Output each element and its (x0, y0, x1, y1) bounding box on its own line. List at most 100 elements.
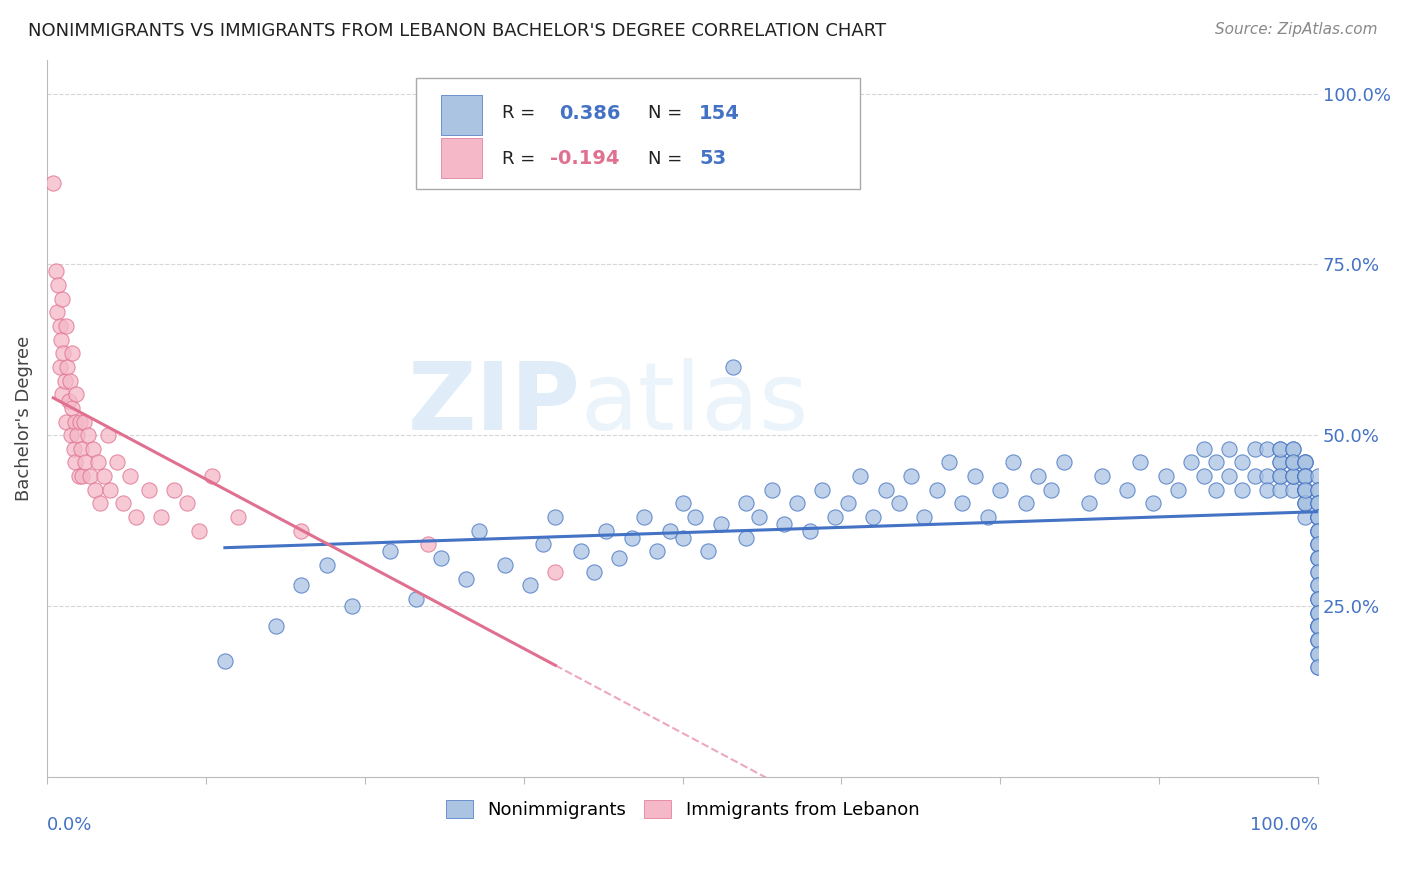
Point (1294, 510, 1316, 524)
Point (1218, 469, 1240, 483)
Point (1308, 483, 1330, 497)
Text: R =: R = (502, 150, 536, 168)
Text: 0.0%: 0.0% (46, 816, 93, 834)
Point (1308, 633, 1330, 648)
Point (1294, 483, 1316, 497)
Point (62, 442, 84, 456)
Point (63, 455, 86, 469)
Point (1294, 455, 1316, 469)
Point (378, 544, 401, 558)
Point (1308, 592, 1330, 607)
Point (1308, 660, 1330, 674)
Point (42, 176, 65, 190)
Point (1192, 442, 1215, 456)
Point (1091, 469, 1114, 483)
Point (1281, 469, 1303, 483)
Point (468, 524, 491, 538)
Point (1028, 469, 1050, 483)
Point (1002, 455, 1025, 469)
Point (1281, 442, 1303, 456)
Point (1308, 619, 1330, 633)
Point (56, 359, 79, 374)
Point (1308, 565, 1330, 579)
Point (1308, 592, 1330, 607)
Point (1053, 455, 1076, 469)
Point (112, 496, 135, 510)
Point (1308, 619, 1330, 633)
Point (887, 496, 910, 510)
Point (1294, 455, 1316, 469)
Point (46, 277, 69, 292)
Point (761, 483, 783, 497)
Point (1308, 551, 1330, 566)
Point (1205, 483, 1227, 497)
Point (72, 469, 94, 483)
Point (1192, 469, 1215, 483)
Point (519, 578, 541, 592)
Point (963, 469, 986, 483)
Point (1308, 633, 1330, 648)
Text: NONIMMIGRANTS VS IMMIGRANTS FROM LEBANON BACHELOR'S DEGREE CORRELATION CHART: NONIMMIGRANTS VS IMMIGRANTS FROM LEBANON… (28, 22, 886, 40)
Point (1167, 483, 1189, 497)
Point (150, 510, 173, 524)
Point (1308, 510, 1330, 524)
Point (59, 374, 82, 388)
Point (824, 510, 846, 524)
Point (48, 318, 70, 333)
Text: N =: N = (648, 104, 682, 122)
Point (799, 524, 821, 538)
Point (1308, 619, 1330, 633)
Point (67, 469, 90, 483)
Point (418, 537, 440, 551)
Point (1294, 469, 1316, 483)
Point (1308, 578, 1330, 592)
Point (1142, 496, 1164, 510)
Point (1308, 510, 1330, 524)
Point (1256, 442, 1278, 456)
Point (1308, 537, 1330, 551)
Point (1294, 483, 1316, 497)
Point (811, 483, 834, 497)
Point (1040, 483, 1063, 497)
Point (52, 346, 75, 360)
Point (1294, 469, 1316, 483)
Point (73, 455, 96, 469)
Point (76, 428, 98, 442)
Point (773, 516, 796, 531)
Point (723, 359, 745, 374)
Point (1308, 660, 1330, 674)
Point (607, 551, 630, 566)
Point (97, 428, 120, 442)
Point (84, 483, 107, 497)
Point (1281, 442, 1303, 456)
Point (645, 544, 668, 558)
Point (264, 619, 287, 633)
Point (125, 510, 148, 524)
Point (89, 496, 111, 510)
Legend: Nonimmigrants, Immigrants from Lebanon: Nonimmigrants, Immigrants from Lebanon (439, 793, 927, 826)
Point (1180, 455, 1202, 469)
Point (1294, 496, 1316, 510)
Point (1308, 619, 1330, 633)
Point (1281, 455, 1303, 469)
Point (531, 537, 554, 551)
Text: -0.194: -0.194 (550, 149, 620, 168)
Point (494, 558, 516, 572)
Point (1230, 483, 1253, 497)
Point (100, 483, 122, 497)
Point (51, 292, 73, 306)
Point (70, 442, 93, 456)
Point (1308, 524, 1330, 538)
Text: R =: R = (502, 104, 536, 122)
Text: ZIP: ZIP (408, 358, 581, 450)
Point (1015, 496, 1038, 510)
Point (73, 415, 96, 429)
Point (849, 469, 872, 483)
Point (60, 401, 83, 415)
Point (1116, 483, 1139, 497)
Text: 53: 53 (699, 149, 725, 168)
Point (51, 387, 73, 401)
Point (544, 565, 567, 579)
Point (1308, 537, 1330, 551)
FancyBboxPatch shape (416, 78, 860, 189)
